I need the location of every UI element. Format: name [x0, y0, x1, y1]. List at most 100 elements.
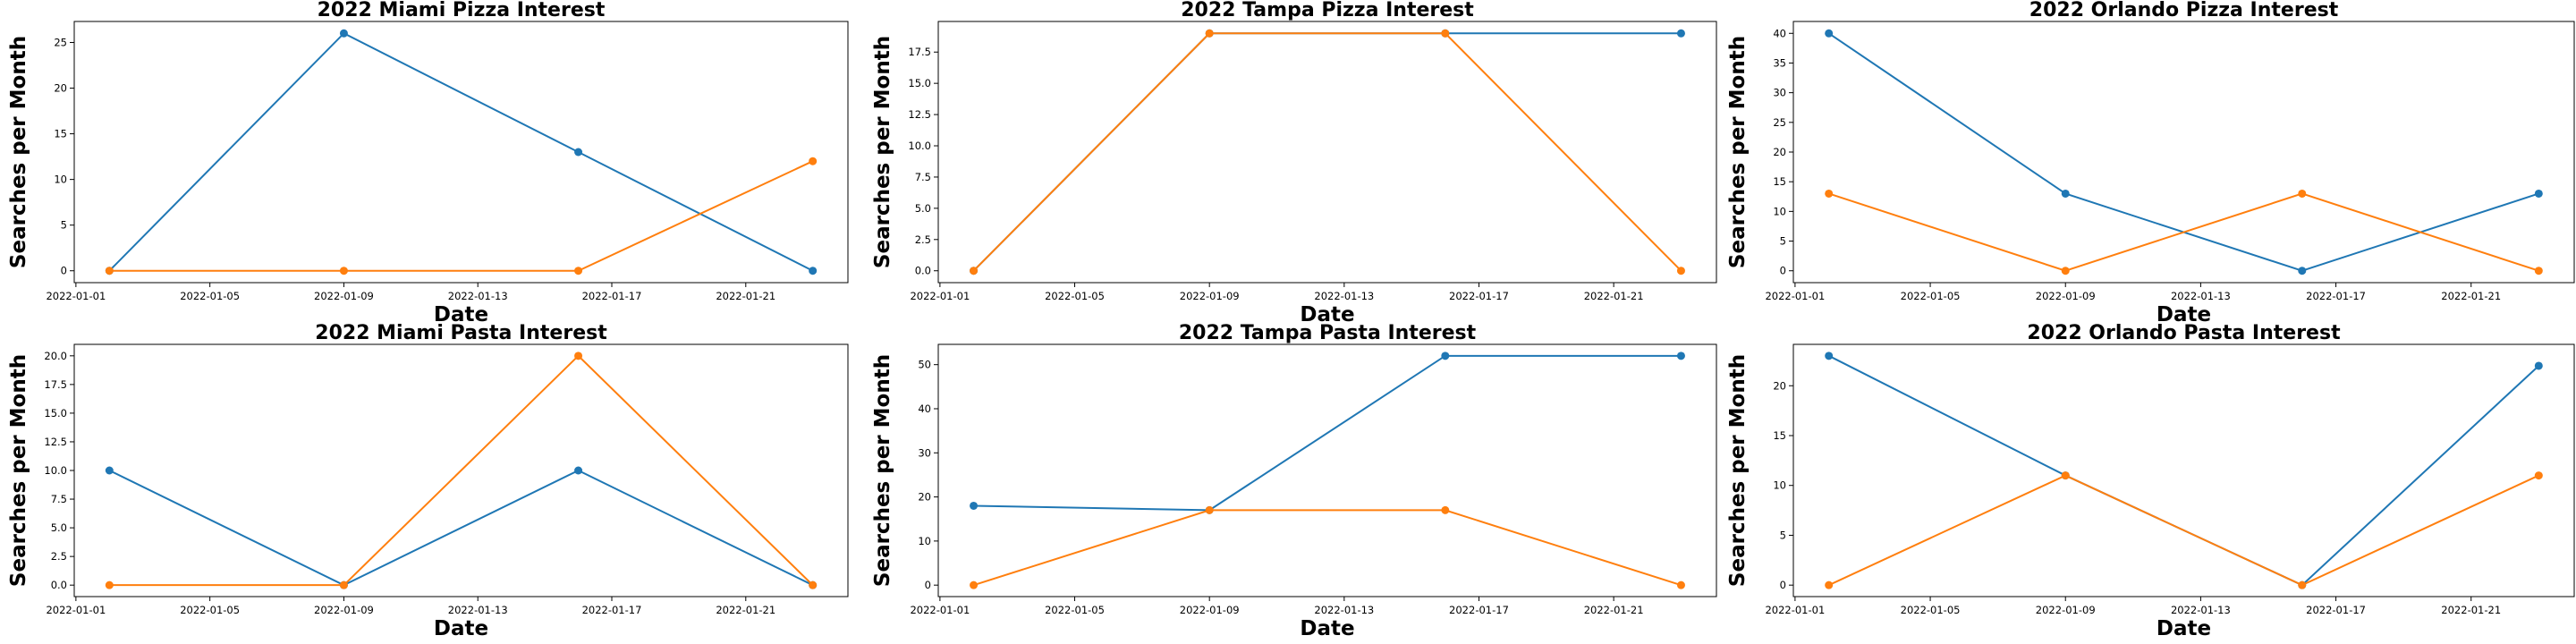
series-1-point — [2298, 267, 2307, 275]
x-tick-label: 2022-01-17 — [2306, 290, 2366, 302]
x-axis-label: Date — [434, 617, 488, 640]
series-2-line — [109, 354, 814, 587]
y-tick-label: 20 — [54, 82, 67, 95]
x-tick-label: 2022-01-01 — [1765, 290, 1825, 302]
series-2-point — [1205, 29, 1214, 38]
series-2-line — [972, 32, 1682, 272]
series-2-point — [2534, 267, 2543, 275]
y-tick-label: 20 — [1773, 379, 1786, 392]
series-2-point — [2061, 471, 2070, 480]
series-2-point — [970, 580, 979, 589]
plot-frame — [1792, 343, 2575, 597]
y-tick-label: 50 — [918, 359, 931, 371]
y-axis-label: Searches per Month — [7, 354, 30, 587]
y-tick-label: 20.0 — [44, 350, 67, 362]
x-tick-label: 2022-01-05 — [180, 604, 240, 616]
series-1-point — [970, 501, 979, 510]
y-tick-label: 30 — [918, 446, 931, 459]
series-1-point — [105, 466, 114, 475]
y-tick-label: 25 — [1773, 116, 1786, 129]
chart-title: 2022 Tampa Pasta Interest — [1179, 322, 1477, 344]
series-1-point — [574, 148, 583, 157]
series-2-point — [1825, 189, 1834, 198]
y-tick-label: 30 — [1773, 87, 1786, 99]
y-tick-label: 17.5 — [44, 378, 67, 391]
series-1-point — [2061, 189, 2070, 198]
series-1-point — [809, 267, 818, 275]
x-tick-label: 2022-01-09 — [314, 604, 374, 616]
series-2-point — [1676, 267, 1685, 275]
x-tick-label: 2022-01-01 — [910, 290, 970, 302]
y-axis-label: Searches per Month — [871, 354, 894, 587]
series-1-point — [1676, 29, 1685, 38]
x-tick-label: 2022-01-05 — [1901, 290, 1961, 302]
y-tick-label: 5.0 — [51, 521, 67, 534]
x-tick-label: 2022-01-21 — [716, 604, 775, 616]
series-1-point — [1825, 352, 1834, 360]
series-1-line — [1828, 354, 2539, 587]
y-tick-label: 15 — [1773, 175, 1786, 188]
y-tick-label: 5 — [1780, 529, 1786, 541]
x-tick-label: 2022-01-01 — [46, 290, 106, 302]
x-tick-label: 2022-01-17 — [1449, 604, 1509, 616]
y-tick-label: 20 — [918, 491, 931, 504]
y-tick-label: 12.5 — [908, 108, 931, 121]
series-1-point — [1676, 352, 1685, 360]
chart-title: 2022 Orlando Pasta Interest — [2027, 322, 2341, 344]
x-tick-label: 2022-01-05 — [1901, 604, 1961, 616]
x-tick-label: 2022-01-21 — [1584, 604, 1644, 616]
x-tick-label: 2022-01-09 — [2036, 604, 2096, 616]
y-tick-label: 10.0 — [44, 464, 67, 477]
y-tick-label: 2.5 — [51, 550, 67, 563]
y-tick-label: 7.5 — [915, 171, 931, 183]
series-2-point — [1205, 505, 1214, 514]
series-2-line — [109, 160, 814, 272]
series-2-line — [1828, 474, 2539, 587]
y-tick-label: 10 — [54, 174, 67, 186]
x-axis-label: Date — [434, 303, 488, 326]
x-tick-label: 2022-01-09 — [2036, 290, 2096, 302]
y-tick-label: 10 — [1773, 205, 1786, 217]
x-tick-label: 2022-01-13 — [448, 604, 508, 616]
y-tick-label: 35 — [1773, 56, 1786, 69]
x-tick-label: 2022-01-05 — [1045, 290, 1105, 302]
series-2-point — [574, 267, 583, 275]
x-tick-label: 2022-01-13 — [2171, 290, 2231, 302]
x-tick-label: 2022-01-09 — [1180, 604, 1240, 616]
plot-frame — [937, 21, 1717, 284]
chart-title: 2022 Orlando Pizza Interest — [2029, 0, 2339, 21]
series-2-point — [2061, 267, 2070, 275]
chart-panel-4: 0.0 2.5 5.0 7.5 10.0 12.5 15.0 17.5 20.0 2022-01-… — [7, 322, 849, 640]
x-tick-label: 2022-01-13 — [1314, 290, 1374, 302]
series-1-line — [973, 354, 1682, 512]
y-tick-label: 20 — [1773, 146, 1786, 158]
x-axis-label: Date — [1300, 303, 1354, 326]
chart-panel-1: 0 5 10 15 20 25 2022-01-01 2022-01-05 2022-01-09… — [7, 0, 849, 326]
y-axis-label: Searches per Month — [1726, 36, 1750, 268]
series-1-line — [972, 32, 1682, 272]
series-2-point — [2534, 471, 2543, 480]
x-tick-label: 2022-01-17 — [2306, 604, 2366, 616]
y-axis-label: Searches per Month — [1726, 354, 1750, 587]
y-tick-label: 10.0 — [908, 140, 931, 152]
series-1-point — [339, 29, 348, 38]
x-tick-label: 2022-01-21 — [716, 290, 775, 302]
y-tick-label: 5 — [61, 219, 67, 232]
y-tick-label: 10 — [1773, 479, 1786, 492]
chart-title: 2022 Miami Pizza Interest — [318, 0, 606, 21]
y-tick-label: 0 — [61, 265, 67, 277]
series-2-point — [1441, 29, 1450, 38]
series-2-point — [809, 157, 818, 165]
series-1-line — [108, 469, 814, 587]
y-tick-label: 15.0 — [44, 407, 67, 419]
x-tick-label: 2022-01-13 — [1314, 604, 1374, 616]
y-tick-label: 15 — [54, 128, 67, 140]
x-tick-label: 2022-01-09 — [1180, 290, 1240, 302]
y-tick-label: 0 — [1780, 579, 1786, 591]
y-tick-label: 15.0 — [908, 77, 931, 89]
chart-title: 2022 Tampa Pizza Interest — [1181, 0, 1474, 21]
x-tick-label: 2022-01-13 — [448, 290, 508, 302]
series-2-point — [339, 267, 348, 275]
x-axis-label: Date — [2157, 617, 2211, 640]
